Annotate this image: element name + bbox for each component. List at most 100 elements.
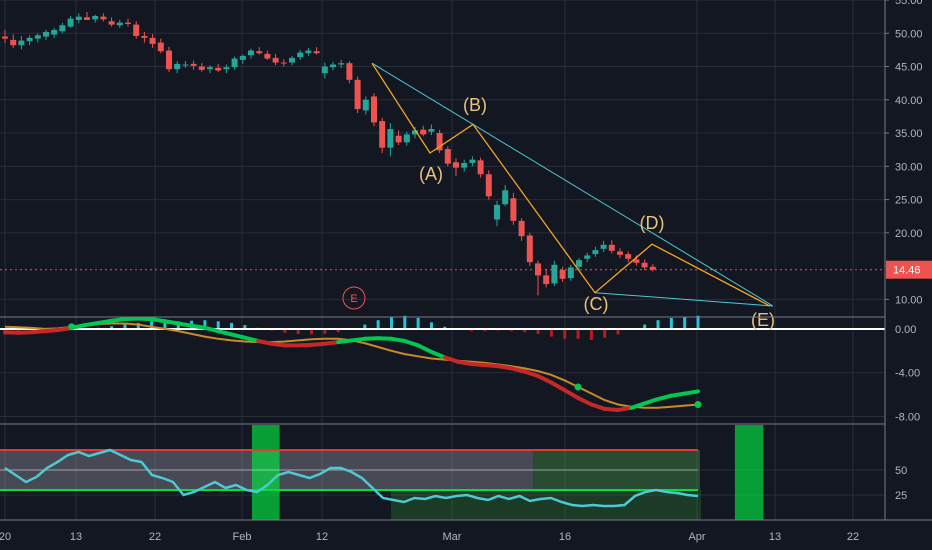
candle-body [100, 16, 107, 20]
macd-histogram-bar [549, 328, 553, 337]
candle-body [149, 37, 156, 44]
rsi-tick-label: 25 [895, 490, 907, 502]
macd-histogram-bar [616, 328, 620, 335]
macd-histogram-bar [603, 328, 607, 338]
candle-body [600, 244, 607, 249]
macd-line-segment [216, 329, 234, 337]
candle-body [477, 160, 484, 175]
candle-body [559, 270, 566, 279]
macd-line-segment [416, 343, 434, 354]
candle-body [239, 55, 246, 60]
price-tick-label: 20.00 [895, 228, 923, 240]
macd-histogram-bar [416, 318, 420, 329]
candle-body [567, 267, 574, 279]
candle-body [641, 262, 648, 268]
candle-body [141, 35, 148, 38]
macd-line-segment [482, 363, 501, 369]
macd-histogram-bar [163, 321, 167, 329]
macd-tick-label: -4.00 [895, 368, 920, 380]
macd-line-segment [256, 338, 274, 346]
macd-histogram-bar [656, 320, 660, 329]
macd-line-segment [602, 406, 621, 412]
macd-line-segment [189, 323, 207, 330]
candle-body [362, 99, 369, 111]
x-tick-label: Apr [688, 531, 705, 543]
candle-body [543, 275, 550, 285]
candle-body [125, 22, 131, 24]
macd-histogram-bar [683, 316, 687, 329]
macd-line-segment [656, 393, 674, 402]
event-marker-label: E [350, 293, 357, 305]
candle-body [551, 264, 558, 284]
price-overlays: 14.46 (A) (B) (C) (D) (E) E [0, 62, 932, 330]
candle-body [2, 36, 8, 39]
macd-line-segment [682, 389, 700, 396]
candle-body [608, 244, 615, 251]
candle-body [51, 29, 58, 35]
rsi-signal-band [251, 425, 280, 520]
macd-histogram-bar [336, 328, 340, 333]
macd-histogram-bar [469, 328, 473, 332]
macd-line-segment [82, 320, 101, 328]
macd-line-segment [16, 330, 34, 335]
rsi-signal-band [734, 425, 764, 520]
wave-label: (B) [463, 95, 487, 115]
macd-histogram-bar [136, 322, 140, 329]
candle-body [67, 18, 74, 27]
candle-body [510, 198, 517, 221]
elliott-wave-line [371, 62, 771, 307]
price-tick-label: 40.00 [895, 95, 923, 107]
wave-label: (D) [640, 213, 665, 233]
candle-body [420, 129, 427, 135]
candle-body [198, 66, 205, 70]
candle-body [321, 66, 328, 74]
macd-line-segment [202, 325, 221, 334]
macd-line-segment [296, 342, 314, 348]
price-tick-label: 35.00 [895, 128, 923, 140]
x-tick-label: Mar [443, 531, 462, 543]
candle-body [354, 79, 361, 110]
macd-histogram-bar [230, 322, 234, 329]
x-tick-label: Feb [233, 531, 252, 543]
macd-line-segment [442, 355, 461, 364]
price-tick-label: 30.00 [895, 161, 923, 173]
candle-body [18, 40, 25, 46]
macd-cross-dot [574, 383, 582, 391]
macd-histogram-bar [203, 320, 207, 329]
macd-histogram-bar [150, 321, 154, 329]
candle-body [330, 64, 336, 68]
macd-histogram-bar [509, 328, 513, 332]
macd-histogram-bar [310, 328, 314, 335]
macd-cross-dot [68, 323, 76, 331]
macd-histogram-bar [243, 325, 247, 329]
macd-line-segment [96, 318, 114, 325]
macd-histogram-bar [643, 324, 647, 329]
candle-body [207, 67, 213, 70]
macd-line-segment [496, 364, 514, 371]
candle-body [116, 22, 123, 26]
macd-line-segment [642, 397, 661, 406]
macd-histogram-bar [589, 328, 593, 340]
candle-body [379, 121, 386, 148]
macd-histogram-bar [443, 326, 447, 329]
candle-body [231, 58, 238, 68]
candle-body [371, 96, 377, 123]
macd-line-segment [522, 369, 541, 379]
macd-histogram-bar [110, 326, 114, 329]
macd-histogram-bar [669, 318, 673, 329]
macd-histogram-bar [123, 324, 127, 329]
macd-histogram-bar [216, 321, 220, 329]
macd-histogram-bar [563, 328, 567, 339]
macd-line-segment [229, 332, 247, 340]
candle-body [280, 62, 287, 64]
macd-line-segment [549, 380, 567, 393]
rsi-shaded-region [533, 450, 700, 490]
macd-line-segment [429, 349, 447, 360]
macd-line-segment [3, 330, 21, 335]
macd-lines [3, 316, 702, 412]
macd-line-segment [562, 388, 581, 400]
candle-body [297, 52, 304, 58]
macd-line-segment [509, 366, 527, 374]
